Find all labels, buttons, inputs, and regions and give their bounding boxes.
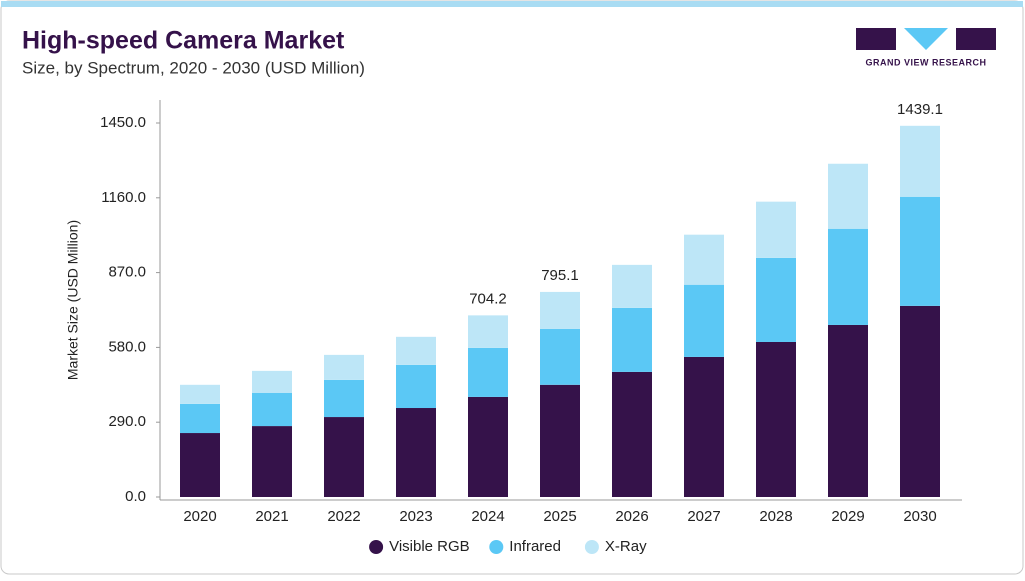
chart-subtitle: Size, by Spectrum, 2020 - 2030 (USD Mill… [22, 58, 365, 77]
total-label: 795.1 [541, 267, 579, 284]
bar-segment [252, 392, 292, 427]
bar-segment [612, 307, 652, 372]
bar-segment [396, 364, 436, 409]
bar-segment [324, 379, 364, 418]
bar-segment [828, 228, 868, 325]
total-label: 1439.1 [897, 101, 943, 118]
x-tick-label: 2021 [255, 508, 288, 525]
bar-segment [540, 291, 580, 329]
bar-segment [900, 305, 940, 497]
bar-segment [828, 324, 868, 497]
chart-title: High-speed Camera Market [22, 27, 345, 55]
y-tick-label: 1160.0 [101, 189, 146, 206]
bar-segment [324, 417, 364, 497]
bar-segment [900, 196, 940, 306]
bar-segment [468, 315, 508, 348]
bar-segment [612, 264, 652, 308]
bar-segment [180, 433, 220, 497]
bar-segment [252, 370, 292, 393]
bar-segment [684, 234, 724, 285]
bar-segment [756, 257, 796, 342]
x-tick-label: 2026 [615, 508, 648, 525]
bar-segment [324, 354, 364, 380]
legend-label: X-Ray [605, 538, 647, 555]
x-tick-label: 2028 [759, 508, 792, 525]
x-tick-label: 2025 [543, 508, 576, 525]
bar-segment [828, 163, 868, 229]
x-tick-label: 2029 [831, 508, 864, 525]
legend-marker [489, 540, 504, 554]
bar-segment [612, 371, 652, 497]
bar-segment [756, 201, 796, 258]
y-tick-label: 580.0 [108, 338, 146, 355]
legend-label: Visible RGB [389, 538, 470, 555]
total-label: 704.2 [469, 290, 507, 307]
bar-segment [396, 408, 436, 497]
legend-marker [369, 540, 384, 554]
y-tick-label: 0.0 [125, 488, 146, 505]
x-tick-label: 2023 [399, 508, 432, 525]
bar-segment [468, 396, 508, 497]
bar-segment [684, 284, 724, 357]
bar-segment [900, 125, 940, 197]
x-tick-label: 2027 [687, 508, 720, 525]
bar-segment [252, 426, 292, 497]
y-tick-label: 1450.0 [100, 114, 146, 131]
bar-segment [180, 384, 220, 404]
y-axis-label: Market Size (USD Million) [65, 220, 81, 380]
top-strip [1, 1, 1023, 7]
bar-segment [180, 403, 220, 434]
bar-segment [540, 328, 580, 385]
y-tick-label: 290.0 [108, 413, 146, 430]
x-tick-label: 2022 [327, 508, 360, 525]
y-tick-label: 870.0 [108, 264, 146, 281]
bar-segment [540, 384, 580, 497]
logo: GRAND VIEW RESEARCH [856, 28, 996, 67]
legend-label: Infrared [509, 538, 561, 555]
logo-text: GRAND VIEW RESEARCH [865, 57, 986, 67]
x-tick-label: 2024 [471, 508, 504, 525]
bar-segment [468, 347, 508, 397]
bar-segment [684, 356, 724, 497]
legend-marker [584, 540, 599, 554]
bar-segment [396, 336, 436, 365]
x-tick-label: 2020 [183, 508, 216, 525]
x-tick-label: 2030 [903, 508, 936, 525]
bar-segment [756, 341, 796, 497]
